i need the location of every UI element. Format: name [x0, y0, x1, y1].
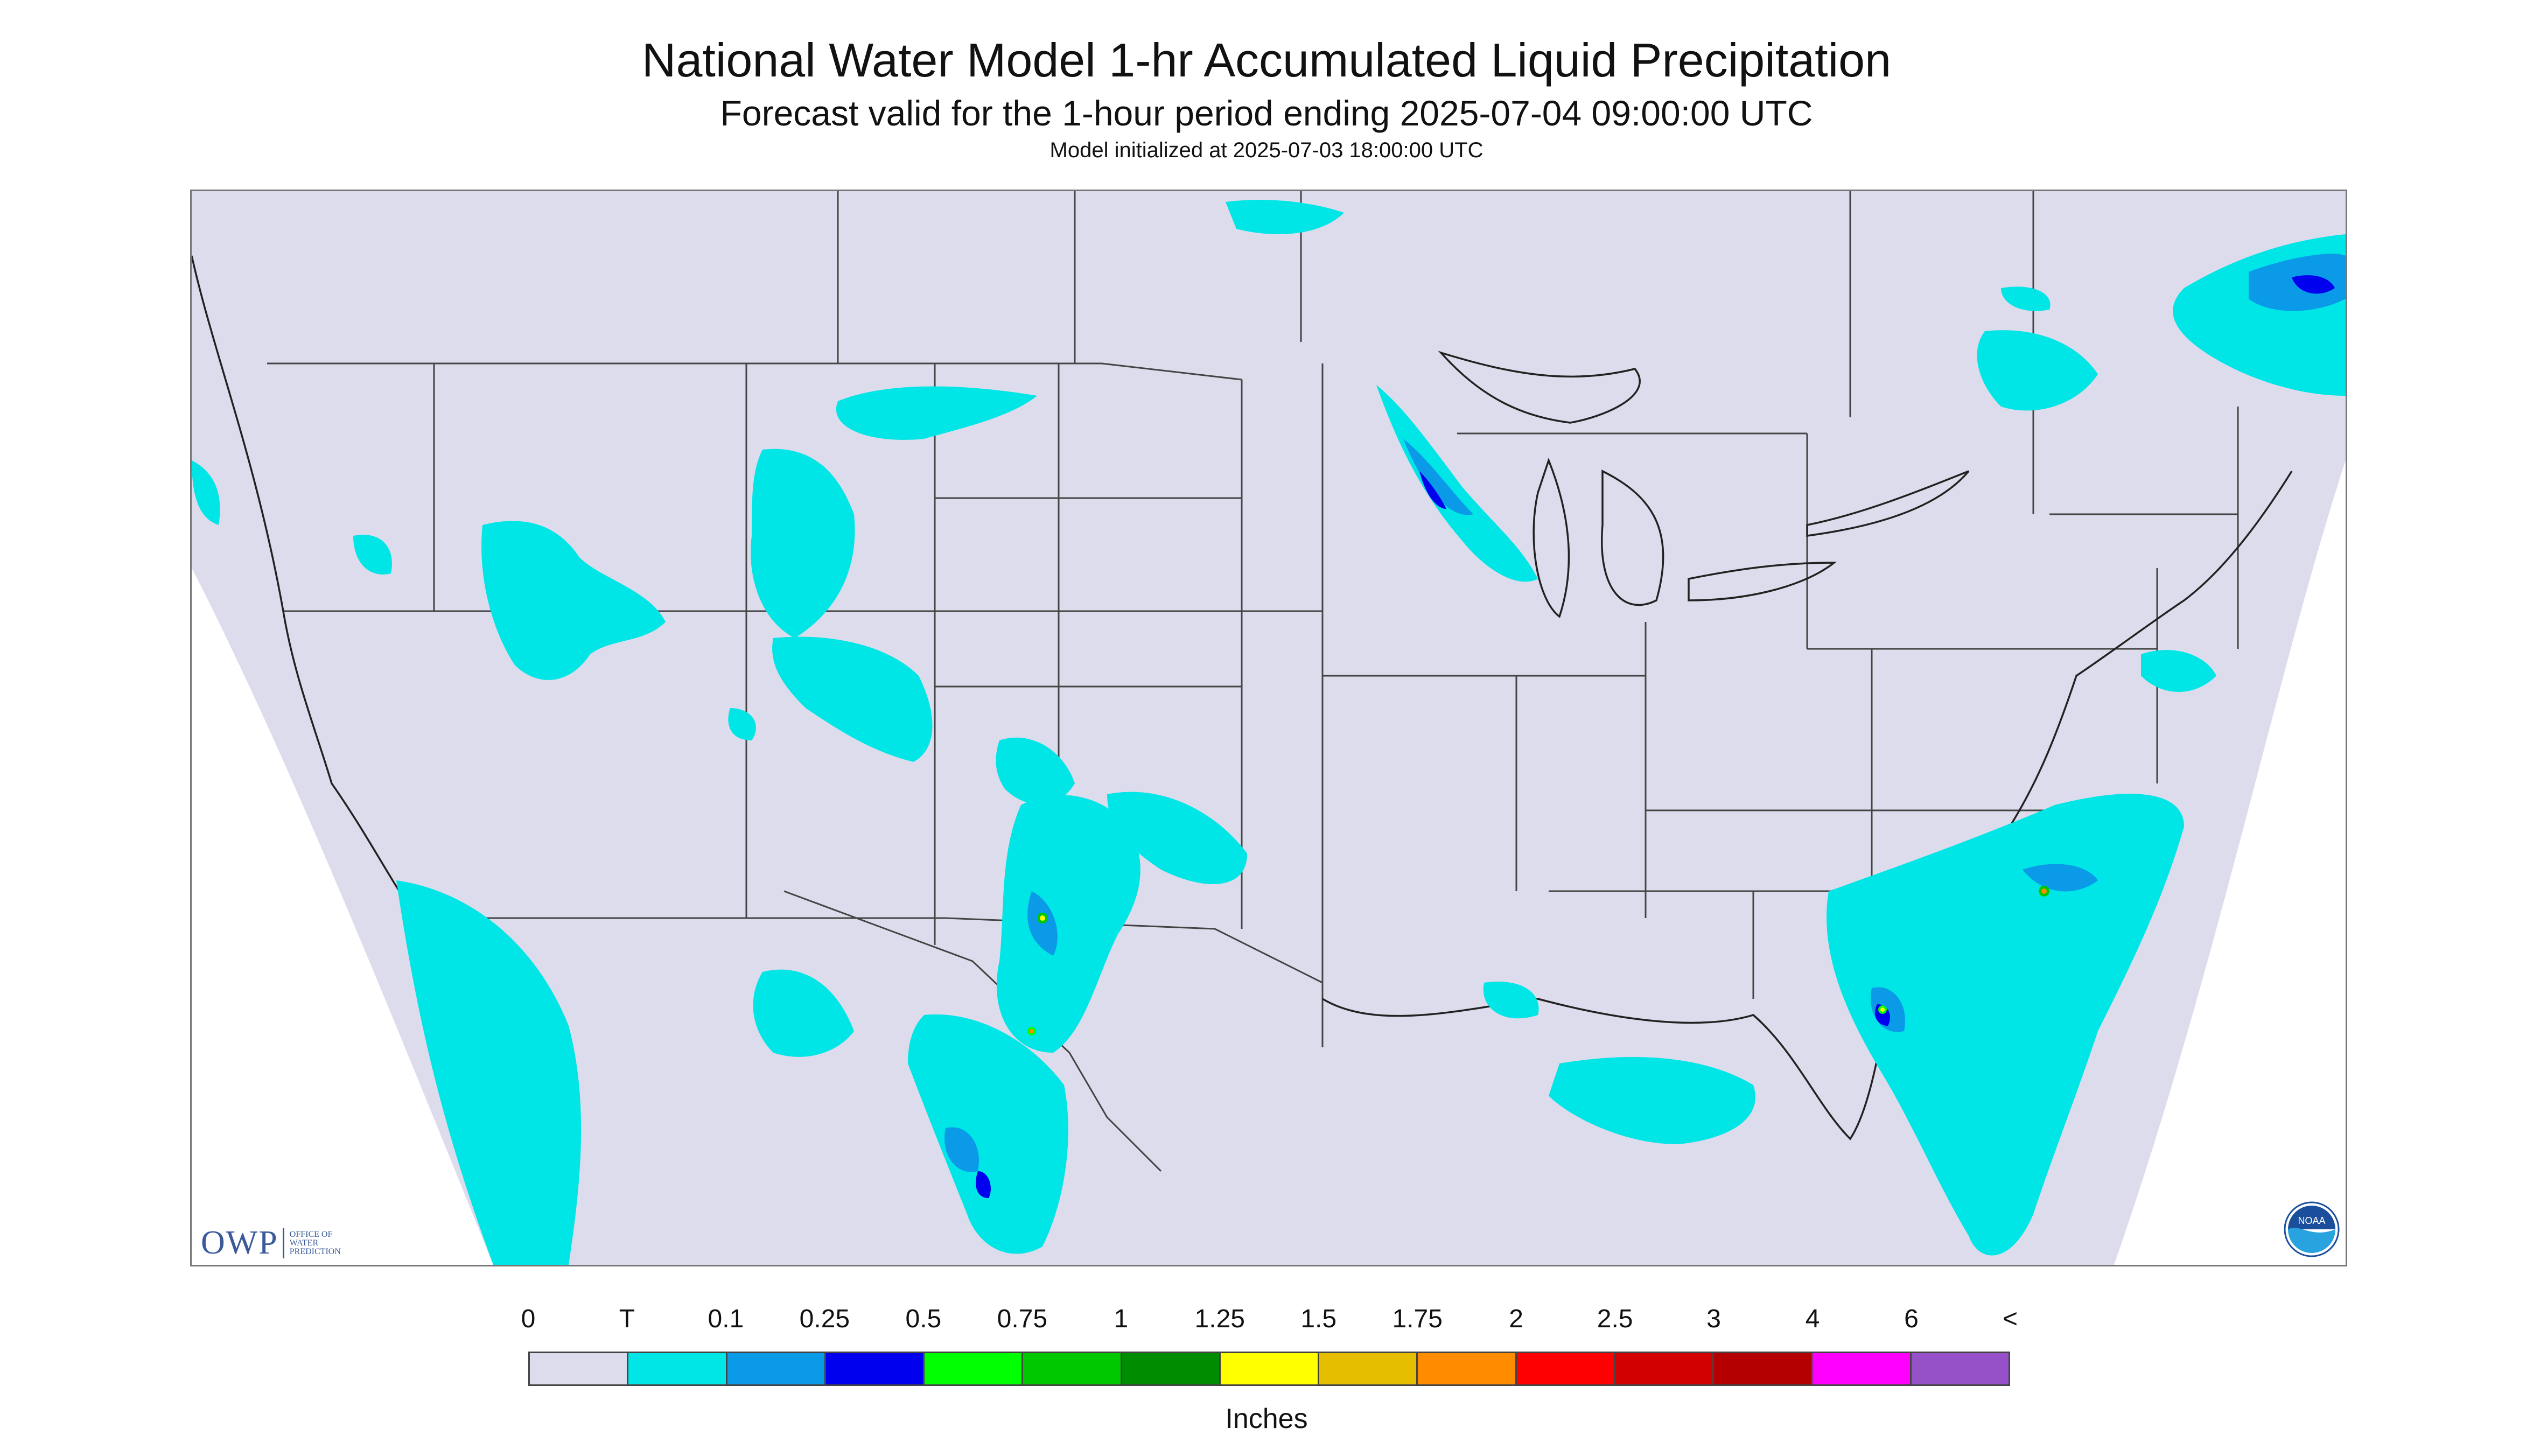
precip-atlantic-southeast	[1827, 794, 2184, 1256]
precip-atlantic-northeast	[2141, 650, 2216, 692]
map-subtitle: Forecast valid for the 1-hour period end…	[720, 93, 1813, 133]
owp-logo-office-text: OFFICE OF WATER PREDICTION	[289, 1229, 341, 1256]
precip-trace	[192, 200, 2346, 1265]
precip-gulf-small	[1483, 982, 1539, 1019]
legend-color-bar	[528, 1352, 2010, 1386]
map-canvas	[192, 191, 2346, 1265]
legend-label: 1.75	[1392, 1305, 1443, 1333]
legend-swatch	[1714, 1353, 1813, 1384]
precip-lake-superior-north	[1226, 200, 1344, 234]
precip-heavy	[1027, 886, 2049, 1035]
legend-label: 1.25	[1194, 1305, 1245, 1333]
legend-swatch	[1615, 1353, 1715, 1384]
legend-label: 6	[1904, 1305, 1919, 1333]
precip-north-mexico	[908, 1014, 1068, 1254]
precip-ontario-quebec	[1977, 330, 2098, 411]
coastlines	[192, 255, 2293, 1140]
precip-gulf-florida	[1549, 1057, 1755, 1144]
precip-colorado	[772, 636, 933, 762]
precip-new-mexico	[996, 737, 1075, 804]
precip-blue	[976, 275, 2335, 1198]
legend-swatch	[727, 1353, 826, 1384]
legend-swatch	[530, 1353, 629, 1384]
legend-swatch	[1319, 1353, 1418, 1384]
owp-logo-divider	[282, 1228, 284, 1258]
legend-label: 1.5	[1300, 1305, 1337, 1333]
legend-label: 0	[521, 1305, 536, 1333]
legend-label: <	[2002, 1305, 2018, 1333]
legend-label: 1	[1114, 1305, 1129, 1333]
precip-idaho-oregon	[481, 521, 666, 680]
legend-label: 0.5	[905, 1305, 942, 1333]
precip-texas-oklahoma	[996, 795, 1140, 1053]
precip-wisconsin-michigan	[1376, 385, 1538, 582]
legend-swatch	[1220, 1353, 1320, 1384]
owp-logo-letters: OWP	[201, 1224, 278, 1261]
legend-swatch	[1122, 1353, 1221, 1384]
map-title: National Water Model 1-hr Accumulated Li…	[641, 33, 1892, 87]
legend-swatch	[1516, 1353, 1615, 1384]
legend-swatch	[1813, 1353, 1912, 1384]
owp-logo: OWP OFFICE OF WATER PREDICTION	[201, 1224, 341, 1262]
precip-pacific-north	[192, 460, 220, 525]
legend-label: 0.75	[997, 1305, 1048, 1333]
legend-label: 4	[1805, 1305, 1820, 1333]
model-init-text: Model initialized at 2025-07-03 18:00:00…	[1049, 138, 1484, 162]
domain-outside-right	[2114, 460, 2346, 1265]
legend-swatch	[628, 1353, 727, 1384]
precip-texas-oklahoma-2	[1107, 792, 1247, 885]
legend-label: 0.25	[799, 1305, 850, 1333]
legend-swatch	[1023, 1353, 1122, 1384]
legend-label: T	[619, 1305, 635, 1333]
precipitation-map: OWP OFFICE OF WATER PREDICTION NOAA	[190, 190, 2347, 1266]
legend-units-label: Inches	[1225, 1403, 1308, 1434]
legend-labels: 0 T 0.1 0.25 0.5 0.75 1 1.25 1.5 1.75 2 2.5 3 4 6 <	[0, 1304, 2533, 1336]
precip-west-mexico	[753, 969, 854, 1057]
precip-montana-nd	[836, 386, 1037, 440]
legend-label: 2	[1509, 1305, 1524, 1333]
legend-swatch	[925, 1353, 1024, 1384]
precip-pacific-mexico	[396, 880, 582, 1265]
legend-label: 2.5	[1597, 1305, 1633, 1333]
precip-quebec-small	[2001, 286, 2051, 311]
legend-label: 3	[1706, 1305, 1721, 1333]
noaa-logo: NOAA	[2284, 1201, 2340, 1257]
legend-swatch	[1418, 1353, 1517, 1384]
precip-utah-small	[728, 708, 756, 740]
domain-outside-left	[192, 568, 493, 1265]
legend-swatch	[1911, 1353, 2009, 1384]
legend-swatch	[825, 1353, 925, 1384]
noaa-logo-text: NOAA	[2298, 1215, 2325, 1226]
legend-label: 0.1	[708, 1305, 744, 1333]
precip-montana-wy	[751, 449, 855, 638]
precip-oregon-small	[353, 535, 392, 575]
